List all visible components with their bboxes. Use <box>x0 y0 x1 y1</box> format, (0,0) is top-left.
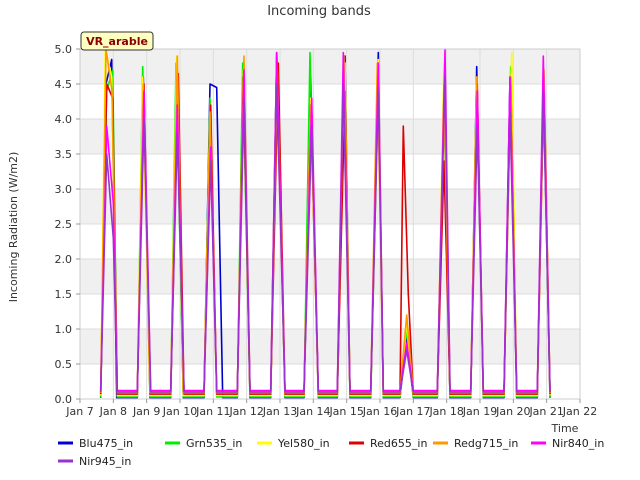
station-badge-box <box>80 31 154 51</box>
y-tick-label: 1.5 <box>55 288 73 301</box>
plot-band <box>80 189 580 224</box>
y-tick-label: 1.0 <box>55 323 73 336</box>
x-tick-label: Jan 10 <box>162 405 197 418</box>
x-tick-label: Jan 17 <box>395 405 430 418</box>
y-tick-label: 2.5 <box>55 218 73 231</box>
y-tick-label: 2.0 <box>55 253 73 266</box>
y-tick-label: 0.5 <box>55 358 73 371</box>
legend-item-grn535_in: Grn535_in <box>165 437 242 450</box>
chart-title: Incoming bands <box>267 4 371 19</box>
y-tick-label: 0.0 <box>55 393 73 406</box>
x-tick-label: Jan 7 <box>65 405 93 418</box>
x-tick-label: Jan 11 <box>195 405 230 418</box>
y-tick-label: 3.5 <box>55 148 73 161</box>
plot-band <box>80 119 580 154</box>
x-tick-label: Jan 14 <box>295 405 330 418</box>
x-tick-label: Jan 13 <box>262 405 297 418</box>
station-badge: VR_arable <box>80 31 154 51</box>
x-tick-label: Jan 18 <box>428 405 463 418</box>
y-tick-label: 5.0 <box>55 43 73 56</box>
x-tick-label: Jan 9 <box>132 405 160 418</box>
tick-labels: 0.0 0.5 1.0 1.5 2.0 2.5 3.0 3.5 4.0 4.5 5.0 Jan 7 Ja… <box>55 43 598 418</box>
plot-band <box>80 49 580 84</box>
legend-item-nir945_in: Nir945_in <box>58 455 131 468</box>
x-tick-label: Jan 19 <box>462 405 497 418</box>
series-layer <box>99 48 551 399</box>
plot-band <box>80 259 580 294</box>
station-badge-text: VR_arable <box>86 35 148 48</box>
legend-label: Redg715_in <box>454 437 518 450</box>
plot-band <box>80 329 580 364</box>
x-axis-label: Time <box>551 422 579 435</box>
x-tick-label: Jan 16 <box>362 405 397 418</box>
legend-item-yel580_in: Yel580_in <box>257 437 330 450</box>
legend-label: Grn535_in <box>186 437 242 450</box>
x-tick-label: Jan 12 <box>228 405 263 418</box>
legend-label: Nir945_in <box>79 455 131 468</box>
legend-label: Yel580_in <box>277 437 330 450</box>
legend-item-nir840_in: Nir840_in <box>531 437 604 450</box>
legend-label: Blu475_in <box>79 437 133 450</box>
y-axis-label: Incoming Radiation (W/m2) <box>7 152 20 303</box>
x-tick-label: Jan 22 <box>562 405 597 418</box>
y-tick-label: 4.5 <box>55 78 73 91</box>
legend-item-blu475_in: Blu475_in <box>58 437 133 450</box>
legend-label: Nir840_in <box>552 437 604 450</box>
legend-item-redg715_in: Redg715_in <box>433 437 518 450</box>
legend-label: Red655_in <box>370 437 427 450</box>
x-tick-label: Jan 15 <box>328 405 363 418</box>
x-tick-label: Jan 8 <box>99 405 127 418</box>
y-tick-label: 4.0 <box>55 113 73 126</box>
series-line-nir945_in <box>99 76 551 393</box>
x-tick-label: Jan 20 <box>495 405 530 418</box>
legend-item-red655_in: Red655_in <box>349 437 427 450</box>
y-tick-label: 3.0 <box>55 183 73 196</box>
legend: Blu475_in Grn535_in Yel580_in Red655_in Redg… <box>58 437 604 468</box>
x-tick-label: Jan 21 <box>528 405 563 418</box>
